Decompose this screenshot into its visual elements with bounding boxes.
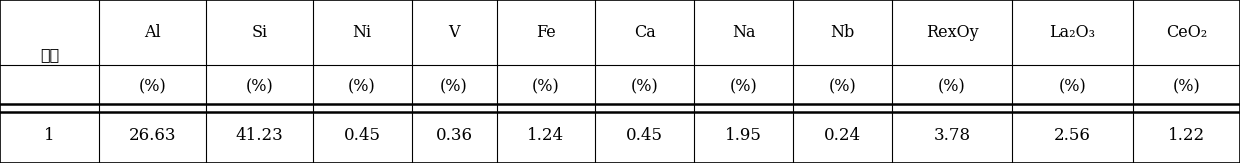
Text: 1.95: 1.95 xyxy=(725,127,761,144)
Text: Si: Si xyxy=(252,24,268,41)
Text: Na: Na xyxy=(732,24,755,41)
Text: (%): (%) xyxy=(939,78,966,95)
Text: CeO₂: CeO₂ xyxy=(1166,24,1207,41)
Text: Ni: Ni xyxy=(352,24,372,41)
Text: 0.24: 0.24 xyxy=(823,127,861,144)
Text: 1: 1 xyxy=(45,127,55,144)
Text: (%): (%) xyxy=(631,78,658,95)
Text: 0.45: 0.45 xyxy=(343,127,381,144)
Text: RexOy: RexOy xyxy=(925,24,978,41)
Text: 2.56: 2.56 xyxy=(1054,127,1091,144)
Text: (%): (%) xyxy=(348,78,376,95)
Text: 0.45: 0.45 xyxy=(626,127,663,144)
Text: (%): (%) xyxy=(1173,78,1200,95)
Text: Nb: Nb xyxy=(830,24,854,41)
Text: 3.78: 3.78 xyxy=(934,127,971,144)
Text: (%): (%) xyxy=(1059,78,1086,95)
Text: (%): (%) xyxy=(828,78,856,95)
Text: V: V xyxy=(449,24,460,41)
Text: 0.36: 0.36 xyxy=(435,127,472,144)
Text: (%): (%) xyxy=(246,78,273,95)
Text: La₂O₃: La₂O₃ xyxy=(1049,24,1096,41)
Text: 41.23: 41.23 xyxy=(236,127,283,144)
Text: (%): (%) xyxy=(139,78,166,95)
Text: 1.24: 1.24 xyxy=(527,127,564,144)
Text: 26.63: 26.63 xyxy=(129,127,176,144)
Text: Fe: Fe xyxy=(536,24,556,41)
Text: (%): (%) xyxy=(440,78,467,95)
Text: 项目: 项目 xyxy=(40,47,60,62)
Text: (%): (%) xyxy=(532,78,559,95)
Text: Al: Al xyxy=(144,24,161,41)
Text: (%): (%) xyxy=(729,78,758,95)
Text: 1.22: 1.22 xyxy=(1168,127,1205,144)
Text: Ca: Ca xyxy=(634,24,656,41)
